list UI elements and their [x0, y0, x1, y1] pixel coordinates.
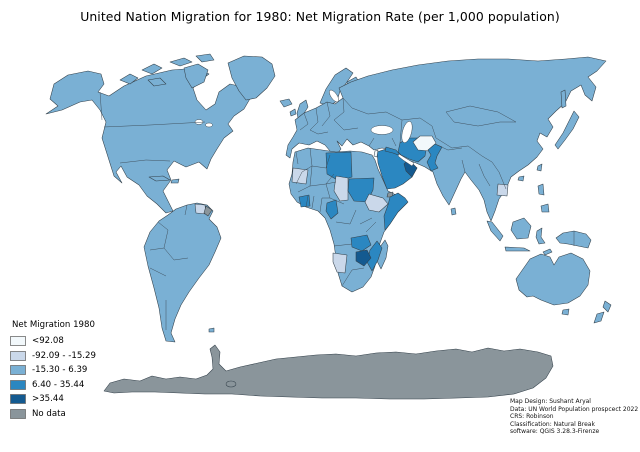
legend-item: No data	[10, 407, 96, 421]
map-credits: Map Design: Sushant Aryal Data: UN World…	[510, 398, 638, 436]
legend-swatch-class1	[10, 336, 26, 346]
region-borneo	[510, 217, 532, 240]
legend-swatch-class3	[10, 365, 26, 375]
legend-label: 6.40 - 35.44	[32, 379, 85, 390]
swatch-rect	[10, 394, 26, 404]
region-eurasia	[285, 56, 607, 222]
legend-item: <92.08	[10, 334, 96, 348]
water-bodies	[194, 89, 415, 167]
region-ethiopia	[364, 193, 389, 213]
region-ireland	[289, 108, 297, 117]
region-somalia	[383, 192, 409, 231]
region-luzon	[537, 183, 545, 196]
region-cameroon	[325, 199, 339, 220]
legend-swatch-class4	[10, 379, 26, 390]
swatch-rect	[10, 336, 26, 346]
antarctica-group	[103, 344, 554, 400]
region-arctic-island-3	[147, 77, 167, 87]
region-hispaniola	[170, 178, 180, 184]
credit-line-data: Data: UN World Population prospcect 2022	[510, 405, 639, 413]
region-antarctica	[103, 344, 554, 400]
legend: Net Migration 1980 <92.08 -92.09 - -15.2…	[10, 320, 96, 421]
region-greenland	[227, 55, 276, 101]
region-sumatra	[486, 220, 504, 242]
legend-swatch-class2	[10, 350, 26, 361]
border-lines	[99, 91, 575, 330]
swatch-rect	[10, 379, 26, 390]
legend-item: -15.30 - 6.39	[10, 363, 96, 377]
region-timor	[542, 248, 553, 256]
region-tasmania	[561, 308, 570, 316]
baltic-sea	[329, 89, 339, 103]
legend-item: 6.40 - 35.44	[10, 378, 96, 392]
credit-line-crs: CRS: Robinson	[510, 413, 554, 421]
legend-label: <92.08	[32, 336, 64, 346]
credit-line-design: Map Design: Sushant Aryal	[510, 398, 591, 405]
region-ivory-coast	[298, 194, 311, 208]
region-iceland	[279, 98, 293, 108]
legend-swatch-class5	[10, 394, 26, 404]
region-israel	[373, 149, 379, 158]
legend-label: No data	[32, 408, 66, 419]
credit-line-classification: Classification: Natural Break	[510, 420, 595, 428]
region-new-guinea	[555, 230, 592, 249]
region-french-guiana	[203, 205, 213, 217]
region-nz-south	[593, 311, 605, 324]
legend-item: -92.09 - -15.29	[10, 349, 96, 363]
region-taiwan	[536, 163, 543, 172]
region-arctic-island-5	[183, 63, 209, 89]
landmasses	[45, 53, 612, 343]
region-afghanistan	[412, 135, 437, 152]
swatch-rect	[10, 408, 26, 419]
legend-item: >35.44	[10, 392, 96, 406]
country-borders	[99, 91, 575, 330]
region-japan	[554, 110, 580, 150]
region-sri-lanka	[450, 207, 457, 216]
legend-title: Net Migration 1980	[12, 320, 95, 330]
region-hainan	[517, 175, 525, 182]
legend-label: -15.30 - 6.39	[32, 365, 88, 375]
legend-label: >35.44	[32, 394, 64, 404]
region-falkland	[208, 327, 215, 333]
region-cuba	[148, 175, 171, 182]
region-antarctica-island	[225, 380, 237, 388]
caspian-sea	[401, 121, 413, 143]
region-namibia	[332, 252, 348, 274]
credit-line-software: software: QGIS 3.28.3-Firenze	[510, 428, 600, 436]
region-zimbabwe	[355, 249, 372, 267]
legend-swatch-nodata	[10, 408, 26, 419]
choropleth-patches	[194, 135, 509, 274]
region-sulawesi	[535, 227, 546, 245]
great-lake-east	[205, 122, 213, 128]
region-arctic-island-1	[119, 73, 139, 85]
black-sea	[370, 125, 394, 135]
persian-gulf	[397, 153, 415, 167]
region-arctic-island-6	[195, 53, 215, 63]
region-nz-north	[602, 300, 612, 313]
region-arctic-island-2	[141, 63, 163, 75]
region-arctic-island-4	[169, 57, 193, 67]
region-cambodia	[496, 183, 509, 197]
legend-label: -92.09 - -15.29	[32, 350, 96, 361]
region-mindanao	[540, 203, 550, 213]
region-sakhalin	[560, 89, 567, 109]
region-chad	[333, 175, 349, 202]
region-zambia	[350, 234, 372, 252]
swatch-rect	[10, 365, 26, 375]
page-title: United Nation Migration for 1980: Net Mi…	[80, 9, 560, 24]
swatch-rect	[10, 350, 26, 361]
region-iraq	[384, 146, 402, 157]
region-north-america	[45, 67, 252, 214]
region-java	[504, 246, 531, 252]
region-australia	[515, 252, 591, 306]
region-south-america	[143, 202, 222, 343]
